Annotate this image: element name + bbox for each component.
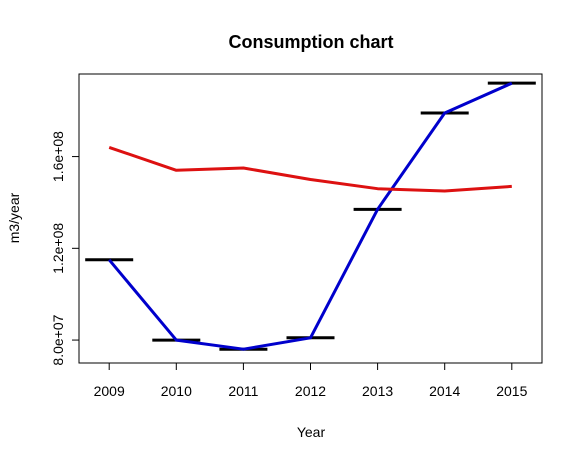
y-tick-label: 1.2e+08: [50, 223, 66, 274]
y-axis: 8.0e+07 1.2e+08 1.6e+08: [50, 131, 80, 366]
plot-frame: [78, 73, 543, 364]
y-tick-label: 1.6e+08: [50, 131, 66, 182]
x-axis: 2009 2010 2011 2012 2013 2014 2015: [94, 362, 528, 399]
x-tick-label: 2010: [161, 383, 192, 399]
x-tick-label: 2013: [362, 383, 393, 399]
series-line: [108, 145, 512, 193]
y-axis-label: m3/year: [6, 192, 22, 243]
series-layer: [85, 81, 536, 351]
x-axis-label: Year: [297, 424, 326, 440]
x-tick-label: 2014: [429, 383, 460, 399]
x-tick-label: 2012: [295, 383, 326, 399]
chart-title: Consumption chart: [229, 32, 394, 52]
y-tick-label: 8.0e+07: [50, 314, 66, 365]
x-tick-label: 2011: [228, 383, 258, 399]
x-tick-label: 2009: [94, 383, 125, 399]
series-line: [108, 81, 513, 351]
x-tick-label: 2015: [496, 383, 527, 399]
